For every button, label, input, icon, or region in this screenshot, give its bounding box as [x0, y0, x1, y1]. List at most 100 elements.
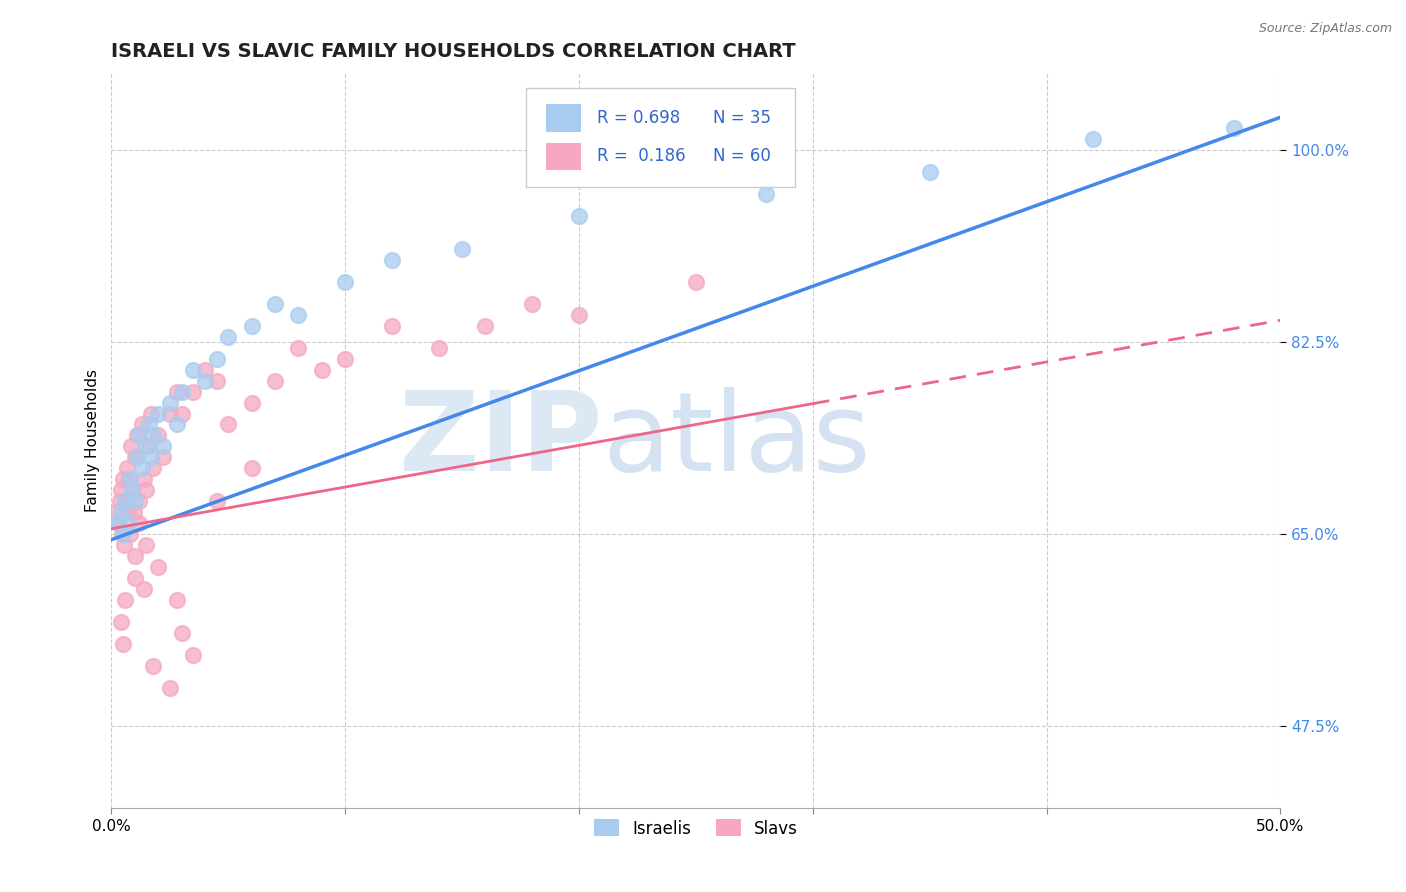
Point [170, 384, 193, 399]
Point [141, 450, 163, 465]
Point [152, 450, 174, 465]
Point [159, 681, 181, 695]
Point [170, 407, 193, 421]
Point [146, 428, 169, 442]
Point [264, 297, 287, 311]
Point [287, 341, 309, 355]
Point [124, 450, 146, 465]
Point [381, 318, 404, 333]
Point [142, 461, 165, 475]
Point [240, 461, 263, 475]
Point [146, 560, 169, 574]
Point [240, 395, 263, 409]
Point [110, 615, 132, 629]
Point [127, 428, 149, 442]
Point [205, 374, 228, 388]
Text: R = 0.698: R = 0.698 [596, 109, 679, 128]
Point [131, 417, 153, 432]
FancyBboxPatch shape [547, 104, 581, 132]
Point [135, 439, 157, 453]
Point [127, 450, 149, 465]
Point [918, 165, 941, 179]
Point [217, 329, 239, 343]
Point [159, 395, 181, 409]
Point [124, 494, 146, 508]
Point [114, 593, 136, 607]
Point [181, 648, 204, 662]
Point [124, 549, 146, 563]
Point [128, 428, 150, 442]
Point [114, 494, 136, 508]
Text: Source: ZipAtlas.com: Source: ZipAtlas.com [1258, 22, 1392, 36]
Point [117, 516, 139, 531]
Point [181, 384, 204, 399]
Text: R =  0.186: R = 0.186 [596, 147, 685, 166]
Point [287, 308, 309, 322]
Point [451, 242, 474, 256]
Point [427, 341, 450, 355]
Point [121, 483, 143, 498]
Point [121, 483, 143, 498]
Point [141, 407, 163, 421]
FancyBboxPatch shape [547, 143, 581, 170]
Point [117, 505, 139, 519]
Point [166, 384, 188, 399]
Point [131, 461, 153, 475]
Point [146, 407, 169, 421]
Point [152, 439, 174, 453]
Point [166, 417, 188, 432]
Point [194, 362, 217, 376]
Point [114, 494, 136, 508]
Point [474, 318, 496, 333]
Legend: Israelis, Slavs: Israelis, Slavs [588, 813, 804, 844]
Text: atlas: atlas [602, 387, 870, 494]
Point [1083, 132, 1105, 146]
Text: ZIP: ZIP [399, 387, 602, 494]
Point [685, 275, 707, 289]
Point [335, 275, 357, 289]
Point [568, 308, 591, 322]
Point [264, 374, 287, 388]
Text: N = 60: N = 60 [713, 147, 772, 166]
Point [120, 439, 142, 453]
Text: N = 35: N = 35 [713, 109, 772, 128]
Point [205, 351, 228, 366]
Point [135, 483, 157, 498]
Text: ISRAELI VS SLAVIC FAMILY HOUSEHOLDS CORRELATION CHART: ISRAELI VS SLAVIC FAMILY HOUSEHOLDS CORR… [111, 42, 796, 61]
Point [522, 297, 544, 311]
Point [122, 505, 145, 519]
Point [205, 494, 228, 508]
Point [124, 571, 146, 585]
Point [166, 593, 188, 607]
Point [128, 516, 150, 531]
Point [159, 407, 181, 421]
Point [128, 494, 150, 508]
Point [194, 374, 217, 388]
Point [112, 472, 135, 486]
Point [111, 527, 134, 541]
Point [381, 252, 404, 267]
Point [134, 472, 156, 486]
Point [335, 351, 357, 366]
Point [107, 516, 129, 531]
Point [755, 187, 778, 202]
Point [217, 417, 239, 432]
Point [311, 362, 333, 376]
Point [240, 318, 263, 333]
Point [110, 483, 132, 498]
Point [134, 582, 156, 596]
Point [142, 428, 165, 442]
Point [115, 461, 138, 475]
Point [181, 362, 204, 376]
Point [112, 527, 135, 541]
Point [170, 626, 193, 640]
Point [120, 472, 142, 486]
Point [108, 494, 131, 508]
Point [107, 516, 129, 531]
Point [110, 505, 132, 519]
Point [135, 538, 157, 552]
Y-axis label: Family Households: Family Households [86, 369, 100, 512]
Point [118, 472, 141, 486]
Point [112, 637, 135, 651]
Point [138, 439, 160, 453]
